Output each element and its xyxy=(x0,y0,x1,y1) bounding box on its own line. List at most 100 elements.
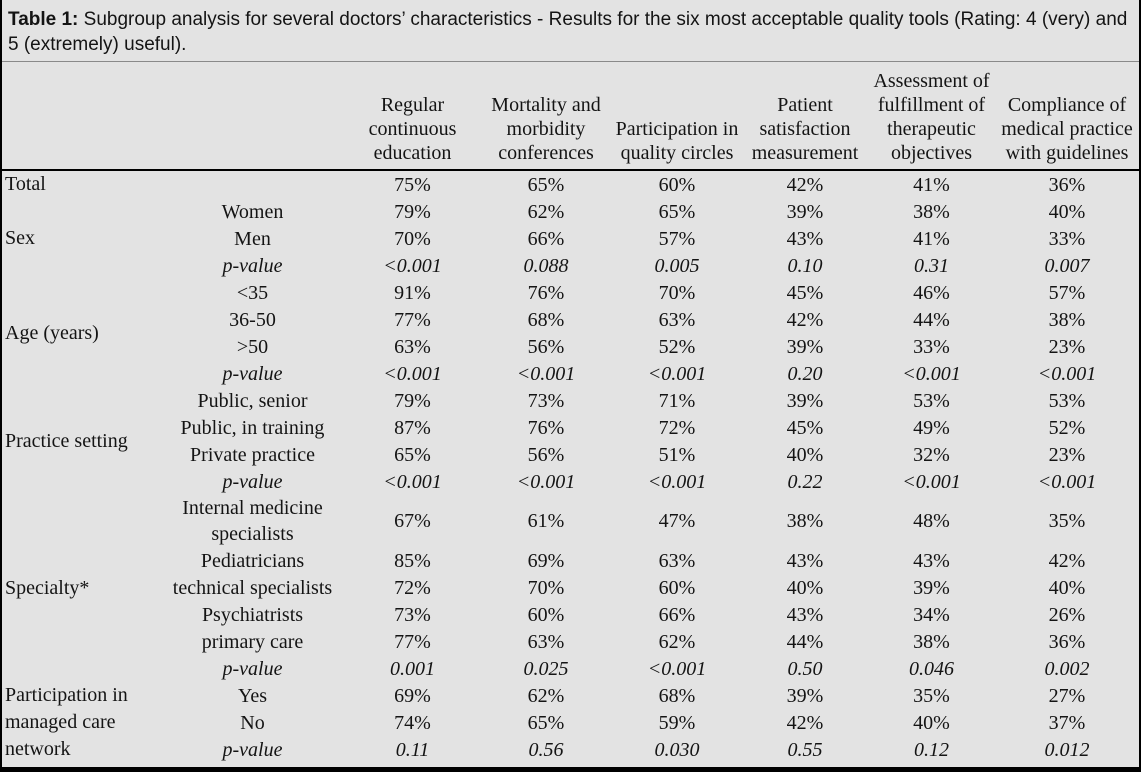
cell-value: 0.007 xyxy=(1044,254,1090,277)
cell-value: 65% xyxy=(527,711,565,734)
cell-value: 42% xyxy=(786,173,824,196)
cell-value: 0.025 xyxy=(523,657,569,680)
column-header: Mortality and morbidity conferences xyxy=(480,62,612,171)
cell-value: 46% xyxy=(913,281,950,304)
cell-value: <0.001 xyxy=(647,657,707,680)
cell-value: 79% xyxy=(394,389,431,412)
cell-value: 51% xyxy=(658,443,696,466)
cell-value: <0.001 xyxy=(902,362,961,385)
subgroup-label: >50 xyxy=(236,335,269,358)
cell-value: 37% xyxy=(1048,711,1086,734)
subgroup-label: primary care xyxy=(201,630,304,653)
cell-value: 0.22 xyxy=(787,470,823,493)
cell-value: 77% xyxy=(394,308,431,331)
subgroup-label: p-value xyxy=(222,470,283,493)
cell-value: 0.11 xyxy=(395,738,430,761)
cell-value: 53% xyxy=(1048,389,1086,412)
group-label: Participation in managed care network xyxy=(5,684,128,760)
cell-value: 53% xyxy=(913,389,950,412)
cell-value: 57% xyxy=(1048,281,1086,304)
cell-value: 0.10 xyxy=(787,254,823,277)
cell-value: 73% xyxy=(394,603,431,626)
cell-value: <0.001 xyxy=(647,470,707,493)
cell-value: 35% xyxy=(913,684,950,707)
cell-value: 43% xyxy=(786,227,824,250)
cell-value: 40% xyxy=(786,576,824,599)
subgroup-label: technical specialists xyxy=(172,576,333,599)
column-header: Compliance of medical practice with guid… xyxy=(995,62,1139,171)
table-row: Specialty* Internal medicine specialists 6… xyxy=(2,495,1139,599)
cell-value: 34% xyxy=(913,603,950,626)
table-row: 36-50 77% 68% 63% 42% 44% 38% xyxy=(2,306,1139,333)
subgroup-label xyxy=(160,170,345,198)
subgroup-label: p-value xyxy=(222,657,283,680)
cell-value: 39% xyxy=(786,389,824,412)
column-header: Assessment of fulfillment of therapeutic… xyxy=(868,62,995,171)
table-caption-text: Subgroup analysis for several doctors’ c… xyxy=(8,9,1128,55)
cell-value: 76% xyxy=(527,281,565,304)
table-row: Sex Women 79% 62% 65% 39% 38% 40% xyxy=(2,198,1139,250)
cell-value: 70% xyxy=(527,576,565,599)
cell-value: 40% xyxy=(786,443,824,466)
table-row: >50 63% 56% 52% 39% 33% 23% xyxy=(2,333,1139,360)
cell-value: 0.002 xyxy=(1044,657,1090,680)
p-value-row: p-value <0.001 0.088 0.005 0.10 0.31 0.007 xyxy=(2,252,1139,279)
table-row: Age (years) <35 91% 76% 70% 45% 46% 57% xyxy=(2,279,1139,344)
table-row: Psychiatrists 73% 60% 66% 43% 34% 26% xyxy=(2,601,1139,628)
cell-value: 0.12 xyxy=(914,738,949,761)
subgroup-label: <35 xyxy=(236,281,269,304)
header-stub xyxy=(2,62,345,171)
cell-value: 62% xyxy=(527,200,565,223)
cell-value: 60% xyxy=(658,173,696,196)
subgroup-label: Public, senior xyxy=(197,389,308,412)
cell-value: 56% xyxy=(527,335,565,358)
cell-value: 49% xyxy=(913,416,950,439)
cell-value: 0.030 xyxy=(654,738,700,761)
cell-value: 77% xyxy=(394,630,431,653)
cell-value: 43% xyxy=(913,549,950,572)
cell-value: 38% xyxy=(786,510,824,532)
group-label: Specialty* xyxy=(5,577,90,599)
subgroup-label: Women xyxy=(221,200,284,223)
cell-value: 42% xyxy=(786,308,824,331)
table-row: technical specialists 72% 70% 60% 40% 39% 40% xyxy=(2,574,1139,601)
cell-value: 60% xyxy=(658,576,696,599)
cell-value: 0.005 xyxy=(654,254,700,277)
subgroup-analysis-table: Regular continuous education Mortality an… xyxy=(2,62,1139,763)
cell-value: 87% xyxy=(394,416,431,439)
group-label: Total xyxy=(5,173,46,195)
cell-value: 47% xyxy=(658,510,696,532)
cell-value: 23% xyxy=(1048,335,1086,358)
subgroup-label: Private practice xyxy=(190,443,315,466)
cell-value: 39% xyxy=(786,200,824,223)
cell-value: 79% xyxy=(394,200,431,223)
cell-value: 27% xyxy=(1048,684,1086,707)
table-caption-label: Table 1: xyxy=(8,9,79,30)
cell-value: 38% xyxy=(1048,308,1086,331)
cell-value: 0.20 xyxy=(787,362,823,385)
cell-value: 26% xyxy=(1048,603,1086,626)
cell-value: 33% xyxy=(1048,227,1086,250)
table-row: Public, in training 87% 76% 72% 45% 49% 52% xyxy=(2,414,1139,441)
cell-value: 0.012 xyxy=(1044,738,1090,761)
cell-value: 71% xyxy=(658,389,696,412)
p-value-row: p-value 0.001 0.025 <0.001 0.50 0.046 0.002 xyxy=(2,655,1139,682)
cell-value: 43% xyxy=(786,603,824,626)
cell-value: 44% xyxy=(786,630,824,653)
cell-value: 40% xyxy=(913,711,950,734)
cell-value: 69% xyxy=(394,684,431,707)
cell-value: 32% xyxy=(913,443,950,466)
table-row: Participation in managed care network Yes… xyxy=(2,682,1139,760)
cell-value: 0.31 xyxy=(914,254,949,277)
cell-value: 45% xyxy=(786,281,824,304)
cell-value: <0.001 xyxy=(1037,470,1097,493)
cell-value: 39% xyxy=(913,576,950,599)
cell-value: 73% xyxy=(527,389,565,412)
cell-value: 76% xyxy=(527,416,565,439)
cell-value: 43% xyxy=(786,549,824,572)
table-row: Private practice 65% 56% 51% 40% 32% 23% xyxy=(2,441,1139,468)
subgroup-label: Men xyxy=(234,227,271,250)
cell-value: <0.001 xyxy=(516,362,576,385)
column-header: Patient satisfaction measurement xyxy=(742,62,868,171)
